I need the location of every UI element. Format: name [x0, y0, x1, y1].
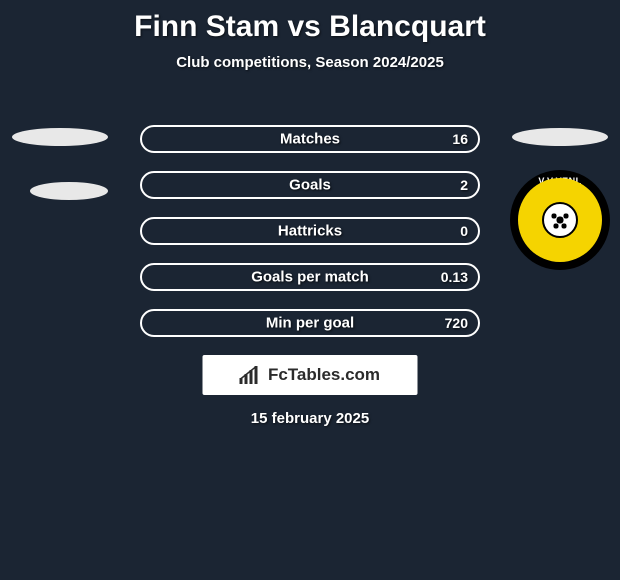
stat-row: Hattricks 0: [140, 217, 480, 245]
player-photo-placeholder: [512, 128, 608, 146]
subtitle: Club competitions, Season 2024/2025: [0, 54, 620, 71]
page-title: Finn Stam vs Blancquart: [0, 0, 620, 44]
stat-label: Goals per match: [251, 269, 369, 286]
stat-label: Min per goal: [266, 315, 354, 332]
stat-right-value: 0.13: [441, 269, 468, 285]
stat-label: Matches: [280, 131, 340, 148]
club-logo: V.V.VENL: [510, 170, 610, 270]
stat-row: Goals per match 0.13: [140, 263, 480, 291]
stat-label: Goals: [289, 177, 331, 194]
stat-right-value: 2: [460, 177, 468, 193]
soccer-ball-icon: [542, 202, 578, 238]
date-label: 15 february 2025: [251, 410, 369, 427]
stat-right-value: 0: [460, 223, 468, 239]
branding-text: FcTables.com: [268, 365, 380, 385]
branding-badge: FcTables.com: [203, 355, 418, 395]
club-logo-placeholder: [30, 182, 108, 200]
player-photo-placeholder: [12, 128, 108, 146]
stats-container: Matches 16 Goals 2 Hattricks 0 Goals per…: [140, 125, 480, 355]
bar-chart-icon: [240, 366, 262, 384]
stat-right-value: 720: [445, 315, 468, 331]
stat-row: Matches 16: [140, 125, 480, 153]
stat-right-value: 16: [452, 131, 468, 147]
stat-row: Min per goal 720: [140, 309, 480, 337]
stat-row: Goals 2: [140, 171, 480, 199]
stat-label: Hattricks: [278, 223, 342, 240]
